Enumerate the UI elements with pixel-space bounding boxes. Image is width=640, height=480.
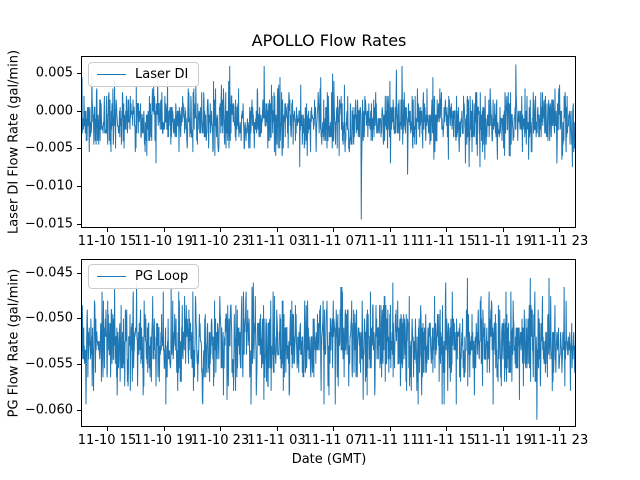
x-tick-mark	[446, 427, 447, 431]
x-tick-label: 11-10 23	[190, 433, 250, 448]
laser-di-series-line	[82, 64, 575, 220]
chart-title: APOLLO Flow Rates	[251, 31, 407, 50]
pg-loop-series-svg	[82, 278, 575, 420]
legend-line-sample-laser-di	[97, 74, 126, 75]
y-tick-label: −0.045	[24, 265, 73, 281]
x-tick-label: 11-11 19	[473, 234, 532, 249]
x-tick-label: 11-11 23	[529, 234, 589, 249]
x-tick-label: 11-10 19	[134, 234, 193, 249]
x-tick-label: 11-10 23	[190, 234, 250, 249]
y-tick-label: −0.005	[24, 140, 73, 156]
legend-label-pg-loop: PG Loop	[135, 269, 189, 284]
y-tick-mark	[77, 409, 81, 411]
x-tick-label: 11-11 07	[303, 433, 363, 448]
x-tick-label: 11-11 23	[529, 433, 589, 448]
x-tick-label: 11-10 15	[77, 234, 137, 249]
x-tick-mark	[276, 427, 278, 431]
y-tick-label: −0.010	[24, 178, 73, 194]
x-tick-mark	[163, 427, 165, 431]
x-tick-mark	[333, 228, 334, 232]
y-tick-mark	[77, 72, 81, 74]
y-tick-mark	[77, 110, 81, 112]
legend-pg-loop: PG Loop	[88, 264, 200, 289]
x-axis-label: Date (GMT)	[291, 452, 367, 467]
x-tick-label: 11-11 11	[360, 433, 419, 448]
legend-laser-di: Laser DI	[88, 62, 200, 87]
y-tick-mark	[77, 318, 81, 320]
legend-line-sample-pg-loop	[97, 276, 126, 277]
x-tick-mark	[220, 427, 221, 431]
y-tick-mark	[77, 224, 81, 226]
x-tick-label: 11-11 15	[416, 433, 476, 448]
y-tick-label: −0.050	[24, 310, 73, 326]
pg-loop-series-line	[82, 278, 575, 420]
x-tick-label: 11-10 15	[77, 433, 137, 448]
x-tick-mark	[446, 228, 447, 232]
x-tick-label: 11-11 15	[416, 234, 476, 249]
x-tick-label: 11-11 03	[247, 234, 306, 249]
x-tick-mark	[107, 427, 108, 431]
laser-di-series-svg	[82, 64, 575, 220]
y-tick-label: −0.015	[24, 216, 73, 232]
x-tick-mark	[559, 427, 560, 431]
y-tick-mark	[77, 186, 81, 188]
y-tick-label: −0.055	[24, 356, 73, 372]
y-tick-mark	[77, 364, 81, 365]
y-tick-label: 0.005	[35, 65, 73, 81]
x-tick-label: 11-10 19	[134, 433, 193, 448]
x-tick-mark	[107, 228, 108, 232]
x-tick-mark	[333, 427, 334, 431]
y-tick-mark	[77, 148, 81, 150]
x-tick-mark	[389, 427, 391, 431]
x-tick-mark	[220, 228, 221, 232]
y-tick-label: −0.060	[24, 402, 73, 418]
y-tick-mark	[77, 272, 81, 274]
y-tick-label: 0.000	[35, 103, 73, 119]
x-tick-mark	[502, 228, 504, 232]
x-tick-mark	[502, 427, 504, 431]
x-tick-mark	[389, 228, 391, 232]
x-tick-label: 11-11 19	[473, 433, 532, 448]
x-tick-mark	[276, 228, 278, 232]
x-tick-mark	[559, 228, 560, 232]
legend-label-laser-di: Laser DI	[135, 67, 189, 82]
x-tick-label: 11-11 03	[247, 433, 306, 448]
x-tick-mark	[163, 228, 165, 232]
x-tick-label: 11-11 11	[360, 234, 419, 249]
x-tick-label: 11-11 07	[303, 234, 363, 249]
y-axis-label-pg-loop: PG Flow Rate (gal/min)	[6, 268, 22, 418]
